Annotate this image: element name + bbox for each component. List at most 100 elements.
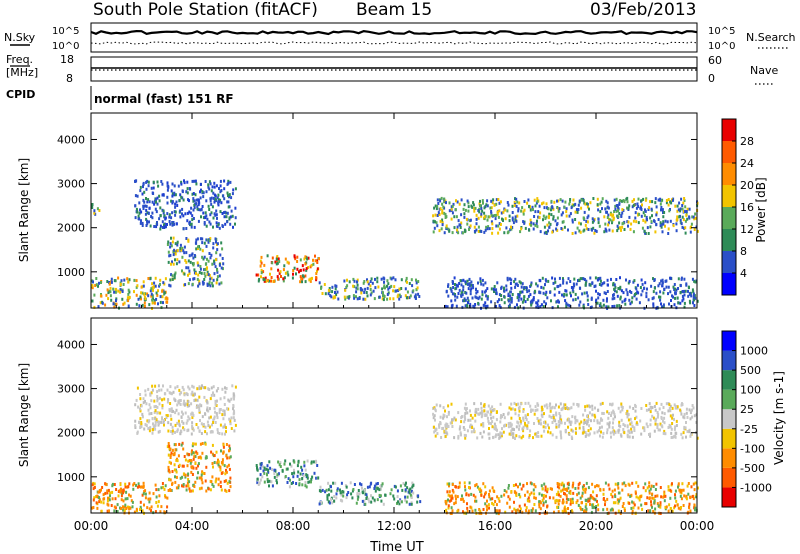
echo-cell [266,477,269,481]
echo-cell [187,400,190,404]
echo-cell [147,294,150,298]
echo-cell [676,296,679,300]
colorbar-tick-label: 500 [740,364,761,377]
echo-cell [567,228,569,232]
echo-cell [574,218,577,221]
echo-cell [217,463,220,467]
echo-cell [596,301,599,305]
echo-cell [343,279,346,283]
echo-cell [234,206,237,210]
echo-cell [632,280,635,284]
echo-cell [363,488,366,492]
echo-cell [205,244,208,248]
echo-cell [560,489,563,493]
echo-cell [477,297,480,301]
echo-cell [606,422,609,426]
echo-cell [217,193,220,197]
echo-cell [484,290,486,294]
echo-cell [452,490,455,494]
echo-cell [665,201,668,205]
echo-cell [396,489,399,493]
echo-cell [451,204,454,208]
echo-cell [576,226,579,230]
echo-cell [546,490,549,494]
echo-cell [353,279,356,283]
echo-cell [495,418,498,422]
echo-cell [675,419,678,423]
echo-cell [360,289,363,293]
echo-cell [153,285,155,289]
echo-cell [488,436,491,440]
echo-cell [509,294,512,298]
echo-cell [124,485,127,489]
echo-cell [191,218,194,222]
echo-cell [198,476,201,480]
echo-cell [179,432,182,436]
echo-cell [583,291,586,295]
x-tick-label: 16:00 [478,519,513,533]
echo-cell [565,494,568,498]
echo-cell [348,280,351,284]
echo-cell [597,508,600,512]
echo-cell [690,222,693,226]
echo-cell [93,211,96,215]
echo-cell [150,509,152,513]
echo-cell [188,387,191,391]
echo-cell [673,434,676,438]
echo-cell [198,271,201,274]
echo-cell [120,498,123,502]
echo-cell [233,397,235,401]
echo-cell [447,425,450,428]
echo-cell [540,422,543,426]
echo-cell [592,490,595,494]
echo-cell [193,277,196,281]
echo-cell [214,265,217,269]
echo-cell [486,287,489,291]
echo-cell [670,436,673,439]
echo-cell [582,413,585,417]
echo-cell [651,297,654,301]
echo-cell [175,408,178,412]
echo-cell [566,303,569,307]
echo-cell [533,496,536,500]
echo-cell [647,298,650,302]
echo-cell [186,211,189,215]
echo-cell [93,482,96,486]
echo-cell [680,222,683,226]
echo-cell [188,187,191,190]
echo-cell [156,202,159,206]
echo-cell [176,249,179,253]
echo-cell [617,482,620,486]
echo-cell [190,452,193,456]
echo-cell [442,406,445,410]
echo-cell [141,224,144,227]
echo-cell [301,277,304,281]
echo-cell [584,408,587,412]
echo-cell [575,282,578,286]
echo-cell [618,420,621,424]
echo-cell [492,198,495,202]
echo-cell [310,477,313,481]
echo-cell [123,301,126,305]
echo-cell [572,481,575,485]
echo-cell [95,495,97,499]
echo-cell [173,184,176,188]
echo-cell [256,468,259,472]
echo-cell [519,482,521,486]
echo-cell [307,256,310,260]
echo-cell [228,489,231,493]
echo-cell [447,493,450,497]
echo-cell [287,477,290,481]
echo-cell [441,209,444,213]
echo-cell [579,222,582,226]
echo-cell [121,505,124,509]
echo-cell [516,303,518,307]
echo-cell [166,184,169,188]
echo-cell [156,504,159,508]
echo-cell [667,203,670,207]
echo-cell [643,286,645,290]
echo-cell [171,448,174,452]
echo-cell [477,230,480,233]
echo-cell [570,499,572,503]
echo-cell [230,196,233,200]
